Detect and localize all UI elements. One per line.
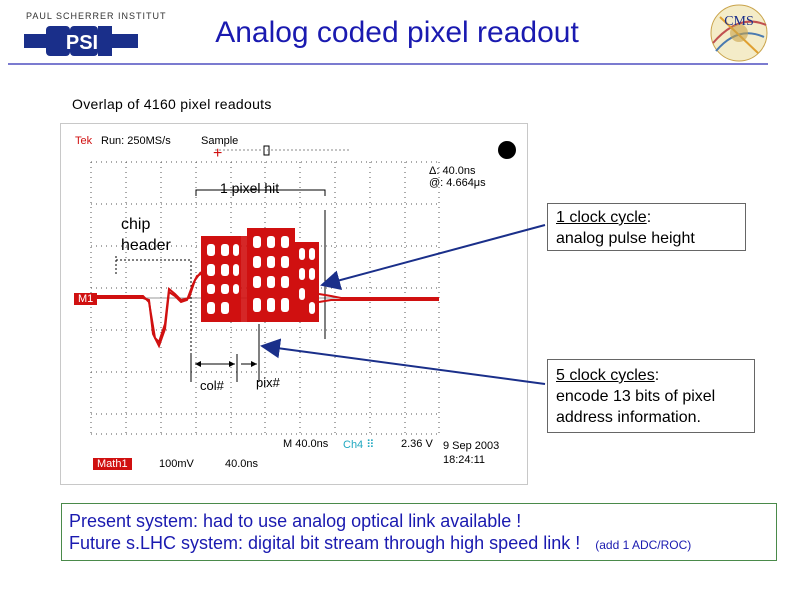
chip-header-line1: chip <box>121 216 151 233</box>
slide-subtitle: Overlap of 4160 pixel readouts <box>72 96 272 112</box>
scope-time: 18:24:11 <box>443 454 486 466</box>
scope-channel: M1 <box>74 293 98 305</box>
oscilloscope-screenshot: + Tek Run: 250MS/s Sample Δ: 40.0ns @: 4… <box>60 123 528 485</box>
callout-one-clock-title: 1 clock cycle <box>556 209 647 226</box>
one-pixel-hit-label: 1 pixel hit <box>220 180 280 196</box>
callout-five-clock-title: 5 clock cycles <box>556 367 655 384</box>
callout-five-clock-cycles: 5 clock cycles: encode 13 bits of pixel … <box>547 359 755 433</box>
summary-note: (add 1 ADC/ROC) <box>595 538 692 552</box>
callout-five-colon: : <box>654 367 660 384</box>
arrow-clock-cycle <box>320 224 546 290</box>
scope-trigger-level: 2.36 V <box>401 438 433 450</box>
scope-trigger-channel: Ch4 ⠿ <box>343 439 375 451</box>
pix-label: pix# <box>256 375 280 390</box>
chip-header-label: chip header <box>121 214 171 256</box>
scope-timebase: M 40.0ns <box>283 438 329 450</box>
scope-run: Run: 250MS/s <box>101 135 171 147</box>
slide-title: Analog coded pixel readout <box>215 16 579 49</box>
arrow-clock-cycles <box>260 338 546 385</box>
cms-logo: CMS <box>710 4 768 62</box>
col-label: col# <box>200 378 224 393</box>
scope-time-div: 40.0ns <box>225 458 259 470</box>
svg-text:+: + <box>213 145 222 162</box>
psi-mark: PSI <box>66 32 98 54</box>
summary-line-future-row: Future s.LHC system: digital bit stream … <box>69 532 776 556</box>
scope-volt-div: 100mV <box>159 458 194 470</box>
callout-one-clock-cycle: 1 clock cycle: analog pulse height <box>547 203 746 251</box>
psi-institute-text: PAUL SCHERRER INSTITUT <box>26 11 167 21</box>
callout-five-body-line1: encode 13 bits of pixel <box>556 388 716 405</box>
title-rule <box>8 63 768 65</box>
cms-mark: CMS <box>724 14 754 29</box>
scope-at: @: 4.664μs <box>429 177 486 189</box>
scope-math: Math1 <box>93 458 132 470</box>
scope-brand: Tek <box>75 135 93 147</box>
scope-mode: Sample <box>201 135 239 147</box>
summary-line-present: Present system: had to use analog optica… <box>69 511 522 531</box>
chip-header-line2: header <box>121 237 171 254</box>
scope-delta: Δ: 40.0ns <box>429 165 476 177</box>
psi-logo: PSI <box>24 26 138 56</box>
scope-date: 9 Sep 2003 <box>443 440 500 452</box>
summary-line-future: Future s.LHC system: digital bit stream … <box>69 533 581 553</box>
summary-box: Present system: had to use analog optica… <box>61 503 777 561</box>
callout-one-colon: : <box>646 209 652 226</box>
oscilloscope-plot: + <box>90 141 516 435</box>
callout-five-body-line2: address information. <box>556 409 701 426</box>
callout-one-body: analog pulse height <box>556 230 695 247</box>
